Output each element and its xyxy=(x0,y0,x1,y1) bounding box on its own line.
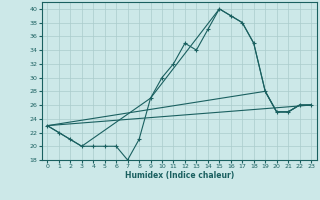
X-axis label: Humidex (Indice chaleur): Humidex (Indice chaleur) xyxy=(124,171,234,180)
